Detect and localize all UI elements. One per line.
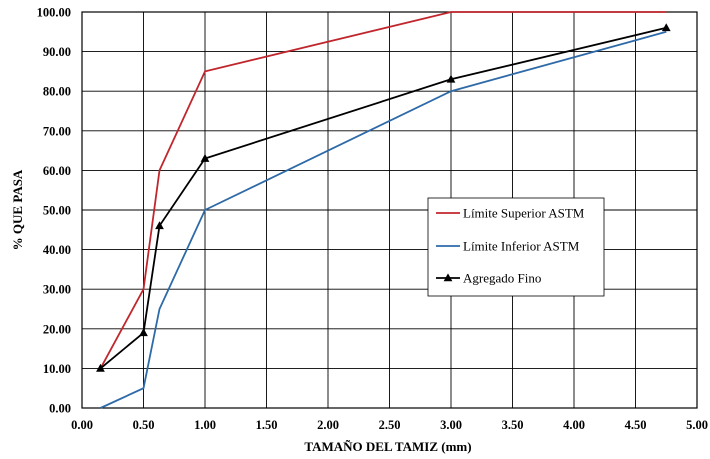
x-tick-label: 2.00	[317, 418, 339, 432]
x-tick-label: 0.50	[133, 418, 155, 432]
x-tick-label: 5.00	[686, 418, 708, 432]
y-tick-label: 20.00	[43, 322, 71, 336]
x-tick-label: 1.00	[194, 418, 216, 432]
data-point-marker	[139, 328, 148, 336]
x-tick-label: 2.50	[379, 418, 401, 432]
y-tick-label: 10.00	[43, 362, 71, 376]
legend-label: Límite Superior ASTM	[463, 206, 585, 221]
y-tick-label: 40.00	[43, 243, 71, 257]
series-line-limite-superior-astm	[101, 12, 667, 368]
x-tick-label: 0.00	[71, 418, 93, 432]
y-tick-label: 30.00	[43, 283, 71, 297]
x-tick-label: 3.00	[440, 418, 462, 432]
series-markers	[96, 23, 671, 371]
legend-label: Agregado Fino	[463, 271, 541, 286]
legend: Límite Superior ASTM Límite Inferior ASTM…	[428, 198, 604, 296]
x-tick-label: 1.50	[256, 418, 278, 432]
y-axis-title: % QUE PASA	[10, 169, 25, 250]
grid-lines	[82, 12, 697, 408]
y-tick-label: 90.00	[43, 45, 71, 59]
data-point-marker	[662, 23, 671, 31]
y-tick-label: 0.00	[49, 402, 71, 416]
x-tick-label: 4.50	[625, 418, 647, 432]
legend-label: Límite Inferior ASTM	[463, 239, 580, 254]
y-tick-label: 100.00	[37, 6, 71, 20]
y-tick-label: 80.00	[43, 85, 71, 99]
y-tick-label: 70.00	[43, 124, 71, 138]
x-tick-label: 4.00	[563, 418, 585, 432]
x-axis-title: TAMAÑO DEL TAMIZ (mm)	[304, 439, 471, 454]
y-tick-label: 50.00	[43, 204, 71, 218]
y-tick-label: 60.00	[43, 164, 71, 178]
x-tick-label: 3.50	[502, 418, 524, 432]
